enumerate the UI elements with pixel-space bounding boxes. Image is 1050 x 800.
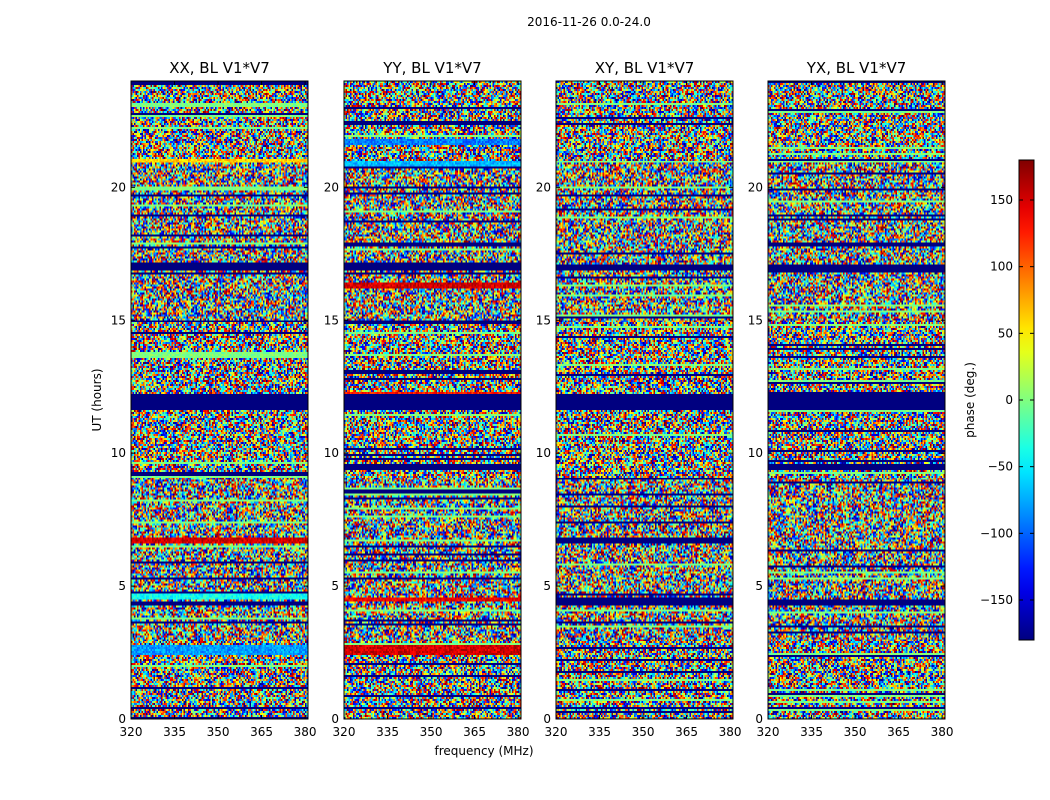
panel-frame	[343, 80, 522, 720]
y-tick-label: 20	[111, 180, 126, 194]
panel-title: XY, BL V1*V7	[595, 59, 695, 77]
y-tick-label: 20	[748, 180, 763, 194]
panel-2: XY, BL V1*V7 320 335 350 365 380 0 5 10 15 20	[536, 59, 742, 739]
y-tick-label: 15	[748, 313, 763, 327]
colorbar-tick-label: 50	[998, 326, 1013, 340]
colorbar-tick-label: −50	[988, 460, 1013, 474]
x-tick-label: 320	[757, 725, 780, 739]
y-tick-label: 0	[543, 712, 551, 726]
y-tick-label: 0	[331, 712, 339, 726]
colorbar-tick-label: −100	[980, 526, 1013, 540]
y-tick-label: 10	[748, 446, 763, 460]
y-tick-label: 10	[111, 446, 126, 460]
x-tick-label: 365	[250, 725, 273, 739]
y-tick-label: 20	[324, 180, 339, 194]
heatmap-raster	[131, 81, 308, 719]
panel-frame	[767, 80, 946, 720]
y-tick-label: 5	[118, 579, 126, 593]
panel-frame	[130, 80, 309, 720]
y-tick-label: 5	[543, 579, 551, 593]
panel-title: YX, BL V1*V7	[806, 59, 907, 77]
x-tick-label: 350	[207, 725, 230, 739]
x-tick-label: 350	[632, 725, 655, 739]
y-tick-label: 0	[755, 712, 763, 726]
panel-frame	[555, 80, 734, 720]
colorbar-tick-label: 150	[990, 193, 1013, 207]
x-tick-label: 320	[120, 725, 143, 739]
panel-0: XX, BL V1*V7 320 335 350 365 380 0 5 10 15 20	[111, 59, 317, 739]
x-tick-label: 380	[719, 725, 742, 739]
colorbar-tick-label: 0	[1005, 393, 1013, 407]
panel-title: YY, BL V1*V7	[382, 59, 481, 77]
y-tick-label: 15	[536, 313, 551, 327]
colorbar: 150 100 50 0 −50 −100 −150	[980, 159, 1035, 641]
x-tick-label: 350	[844, 725, 867, 739]
heatmap-raster	[556, 81, 733, 719]
x-tick-label: 335	[163, 725, 186, 739]
colorbar-tick-label: 100	[990, 260, 1013, 274]
x-tick-label: 380	[294, 725, 317, 739]
y-tick-label: 20	[536, 180, 551, 194]
y-tick-label: 10	[536, 446, 551, 460]
x-tick-label: 365	[463, 725, 486, 739]
x-axis-label: frequency (MHz)	[434, 744, 533, 758]
y-tick-label: 15	[324, 313, 339, 327]
x-tick-label: 380	[931, 725, 954, 739]
figure-suptitle: 2016-11-26 0.0-24.0	[527, 15, 651, 29]
colorbar-tick-label: −150	[980, 593, 1013, 607]
y-tick-label: 10	[324, 446, 339, 460]
x-tick-label: 365	[675, 725, 698, 739]
y-tick-label: 15	[111, 313, 126, 327]
panel-1: YY, BL V1*V7 320 335 350 365 380 0 5 10 15 20	[324, 59, 530, 739]
x-tick-label: 365	[887, 725, 910, 739]
y-tick-label: 0	[118, 712, 126, 726]
heatmap-raster	[344, 81, 521, 719]
colorbar-label: phase (deg.)	[963, 362, 977, 438]
x-tick-label: 320	[545, 725, 568, 739]
x-tick-label: 335	[376, 725, 399, 739]
x-tick-label: 335	[800, 725, 823, 739]
panel-3: YX, BL V1*V7 320 335 350 365 380 0 5 10 15 20	[748, 59, 954, 739]
x-tick-label: 350	[420, 725, 443, 739]
panel-title: XX, BL V1*V7	[169, 59, 270, 77]
x-tick-label: 335	[588, 725, 611, 739]
y-tick-label: 5	[331, 579, 339, 593]
x-tick-label: 380	[507, 725, 530, 739]
y-axis-label: UT (hours)	[90, 368, 104, 431]
heatmap-raster	[768, 81, 945, 719]
x-tick-label: 320	[333, 725, 356, 739]
y-tick-label: 5	[755, 579, 763, 593]
